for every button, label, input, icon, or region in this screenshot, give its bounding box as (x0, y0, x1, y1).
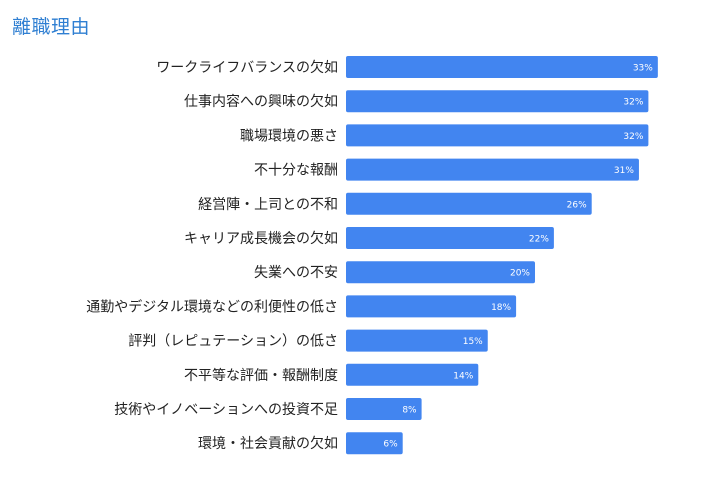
value-labels: 33% 32% 32% 31% 26% 22% 20% 18% 15% 14% 8% 6% (383, 64, 653, 450)
value-label: 22% (529, 235, 549, 245)
value-label: 18% (491, 303, 511, 313)
bar (346, 90, 649, 113)
value-label: 31% (614, 166, 634, 176)
bar (346, 363, 479, 386)
value-label: 6% (383, 440, 398, 450)
category-label: 通勤やデジタル環境などの利便性の低さ (86, 298, 338, 315)
category-label: キャリア成長機会の欠如 (184, 231, 338, 247)
category-label: 技術やイノベーションへの投資不足 (114, 402, 338, 418)
value-label: 32% (623, 132, 643, 142)
value-label: 33% (633, 64, 653, 74)
bars (346, 56, 658, 455)
chart-title: 離職理由 (12, 16, 91, 38)
bar (346, 432, 403, 455)
category-label: 失業への不安 (254, 265, 338, 281)
value-label: 14% (453, 371, 473, 381)
category-labels: ワークライフバランスの欠如仕事内容への興味の欠如職場環境の悪さ不十分な報酬経営陣… (86, 60, 338, 452)
category-label: ワークライフバランスの欠如 (156, 60, 338, 76)
bar (346, 56, 658, 78)
bar (346, 329, 488, 352)
bar (346, 398, 422, 420)
category-label: 不十分な報酬 (254, 163, 338, 179)
bar (346, 227, 554, 249)
category-label: 環境・社会貢献の欠如 (198, 436, 338, 452)
category-label: 不平等な評価・報酬制度 (184, 367, 338, 384)
value-label: 26% (567, 200, 587, 210)
bar (346, 192, 592, 215)
category-label: 評判（レピュテーション）の低さ (128, 334, 338, 350)
bar (346, 261, 535, 284)
value-label: 15% (463, 337, 483, 347)
value-label: 32% (623, 98, 643, 108)
value-label: 8% (402, 406, 417, 416)
category-label: 仕事内容への興味の欠如 (184, 93, 338, 110)
value-label: 20% (510, 269, 530, 279)
bar (346, 124, 649, 147)
bar (346, 158, 639, 181)
bar (346, 295, 517, 318)
category-label: 職場環境の悪さ (240, 128, 338, 144)
category-label: 経営陣・上司との不和 (198, 197, 338, 213)
